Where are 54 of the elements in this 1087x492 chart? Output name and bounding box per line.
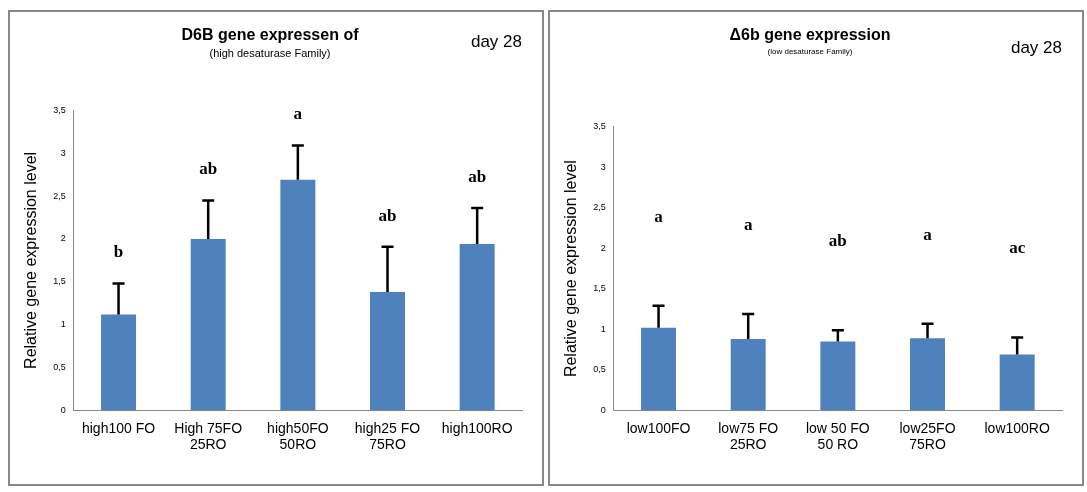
bar	[910, 338, 945, 411]
annotation: ab	[199, 159, 218, 179]
x-tick-label: high100RO	[441, 419, 513, 436]
annotation: a	[743, 214, 753, 234]
bar	[641, 327, 677, 411]
x-tick-label: low100RO	[984, 419, 1050, 436]
x-tick-label: high50FO 50RO	[267, 419, 329, 453]
bar	[820, 341, 856, 411]
y-tick-label: 2	[60, 233, 66, 244]
x-tick-label: low75 FO 25RO	[718, 419, 779, 453]
annotation: ac	[1009, 238, 1026, 258]
text: day 28	[470, 32, 522, 52]
y-tick-label: 0,5	[53, 362, 66, 373]
annotation: a	[923, 224, 933, 244]
y-tick-label: 2,5	[593, 202, 606, 213]
bar	[730, 339, 766, 411]
y-tick-label: 0,5	[593, 364, 606, 375]
bar	[459, 244, 495, 411]
y-tick-label: 3	[600, 161, 606, 172]
y-axis-title: Relative gene expression level	[22, 151, 40, 369]
chart-title: Δ6b gene expression	[729, 26, 891, 44]
y-tick-label: 3,5	[53, 104, 66, 115]
text: day 28	[1010, 38, 1062, 58]
annotation: ab	[468, 167, 487, 186]
x-tick-label: high25 FO 75RO	[354, 419, 421, 453]
chart-subtitle: (low desaturase Family)	[767, 47, 853, 57]
x-tick-label: low100FO	[626, 419, 691, 436]
chart-subtitle: (high desaturase Family)	[209, 46, 331, 59]
bar	[999, 354, 1035, 411]
chart-title: D6B gene expressen of	[181, 26, 360, 44]
y-tick-label: 3,5	[593, 121, 606, 132]
y-tick-label: 0	[60, 404, 66, 415]
annotation: ab	[378, 205, 397, 225]
bar	[101, 314, 137, 411]
y-tick-label: 3	[60, 147, 66, 158]
y-tick-label: 1,5	[53, 276, 66, 287]
y-tick-label: 2,5	[53, 190, 66, 201]
annotation: b	[113, 242, 124, 262]
bar	[280, 179, 316, 411]
x-tick-label: High 75FO 25RO	[174, 419, 243, 453]
y-tick-label: 2	[600, 242, 606, 253]
x-tick-label: low25FO 75RO	[899, 419, 956, 453]
y-tick-label: 1	[60, 319, 66, 330]
y-tick-label: 0	[600, 404, 606, 415]
y-tick-label: 1	[600, 323, 606, 334]
y-tick-label: 1,5	[593, 283, 606, 294]
annotation: ab	[828, 231, 847, 251]
x-tick-label: low 50 FO 50 RO	[805, 419, 870, 453]
annotation: a	[654, 206, 664, 226]
annotation: a	[293, 104, 303, 124]
bar	[370, 292, 405, 411]
bar	[190, 238, 226, 411]
x-tick-label: high100 FO	[81, 419, 156, 436]
y-axis-title: Relative gene expression level	[562, 160, 580, 378]
